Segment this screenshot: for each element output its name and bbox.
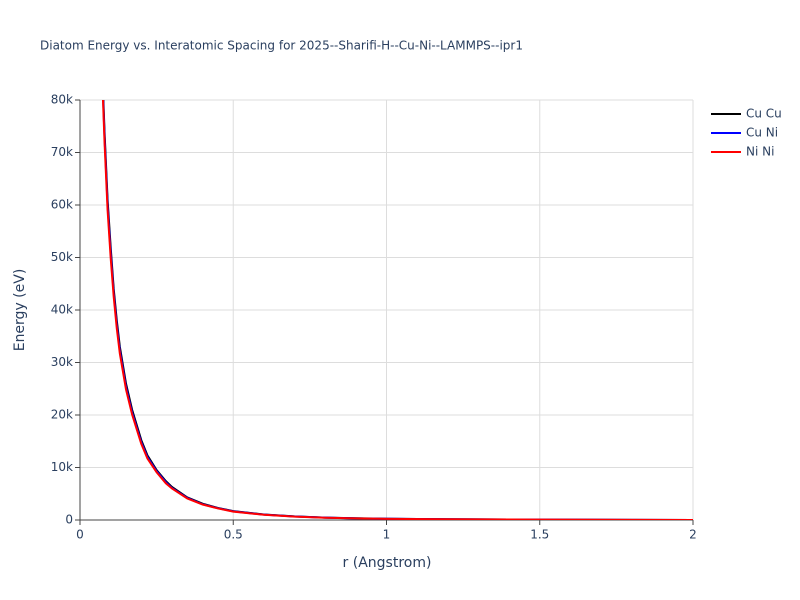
y-tick-label: 50k [51, 250, 73, 264]
y-tick-label: 30k [51, 355, 73, 369]
y-axis-title: Energy (eV) [12, 269, 28, 352]
x-tick-label: 1.5 [530, 528, 549, 542]
y-tick-label: 60k [51, 198, 73, 212]
legend-label: Cu Cu [746, 107, 782, 121]
legend-label: Ni Ni [746, 145, 774, 159]
legend-label: Cu Ni [746, 126, 778, 140]
y-tick-label: 0 [65, 513, 73, 527]
y-tick-label: 20k [51, 408, 73, 422]
x-tick-label: 0.5 [224, 528, 243, 542]
x-tick-label: 0 [76, 528, 84, 542]
plot-area [101, 100, 693, 520]
y-tick-label: 70k [51, 145, 73, 159]
y-tick-label: 40k [51, 303, 73, 317]
y-tick-label: 10k [51, 460, 73, 474]
line-series [102, 100, 693, 520]
x-tick-label: 2 [689, 528, 697, 542]
line-series [101, 100, 693, 520]
x-axis-title: r (Angstrom) [343, 555, 432, 571]
y-tick-label: 80k [51, 93, 73, 107]
chart-title: Diatom Energy vs. Interatomic Spacing fo… [40, 39, 523, 53]
x-tick-label: 1 [383, 528, 391, 542]
line-series [102, 100, 693, 520]
